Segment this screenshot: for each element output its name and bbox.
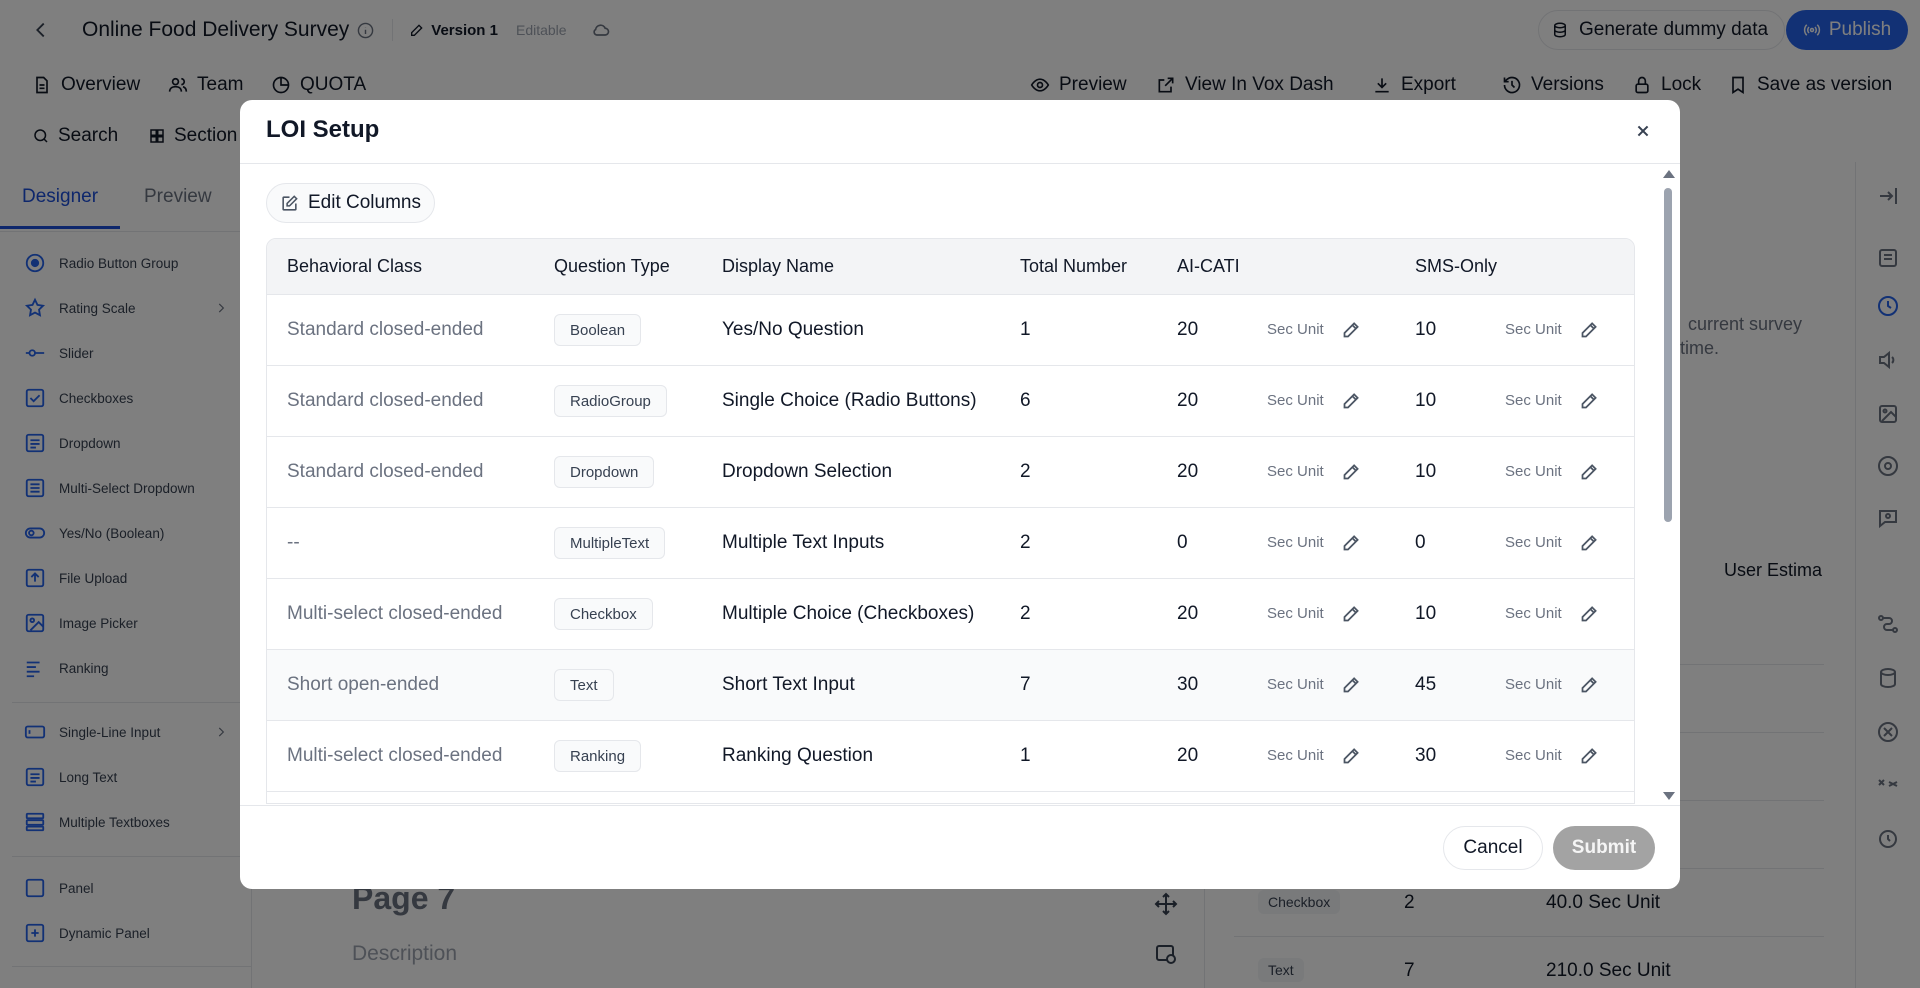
behavioral-class-cell: Standard closed-ended bbox=[287, 461, 484, 482]
sms-only-unit: Sec Unit bbox=[1505, 321, 1562, 338]
edit-columns-label: Edit Columns bbox=[308, 192, 421, 213]
display-name-cell: Ranking Question bbox=[722, 745, 874, 766]
ai-cati-unit: Sec Unit bbox=[1267, 321, 1324, 338]
question-type-badge: Boolean bbox=[554, 314, 642, 346]
edit-ai-cati-icon[interactable] bbox=[1341, 390, 1362, 411]
edit-sms-only-icon[interactable] bbox=[1579, 745, 1600, 766]
ai-cati-unit: Sec Unit bbox=[1267, 747, 1324, 764]
sms-only-value: 0 bbox=[1415, 532, 1426, 553]
column-header-sms-only: SMS-Only bbox=[1415, 256, 1498, 276]
total-number-cell: 1 bbox=[1020, 319, 1031, 340]
display-name-cell: Short Text Input bbox=[722, 674, 855, 695]
dialog-footer: Cancel Submit bbox=[240, 805, 1680, 889]
column-header-question-type: Question Type bbox=[554, 256, 670, 276]
column-header-total-number: Total Number bbox=[1020, 256, 1128, 276]
question-type-badge: Dropdown bbox=[554, 456, 655, 488]
total-number-cell: 2 bbox=[1020, 461, 1031, 482]
loi-table: Behavioral Class Question Type Display N… bbox=[266, 238, 1635, 804]
sms-only-value: 45 bbox=[1415, 674, 1437, 695]
table-row: Standard closed-ended RadioGroup Single … bbox=[267, 366, 1634, 437]
sms-only-value: 10 bbox=[1415, 319, 1437, 340]
edit-sms-only-icon[interactable] bbox=[1579, 674, 1600, 695]
scrollbar-thumb[interactable] bbox=[1664, 188, 1672, 522]
table-header: Behavioral Class Question Type Display N… bbox=[267, 239, 1634, 295]
edit-sms-only-icon[interactable] bbox=[1579, 532, 1600, 553]
ai-cati-unit: Sec Unit bbox=[1267, 392, 1324, 409]
table-row: Multi-select closed-ended Ranking Rankin… bbox=[267, 721, 1634, 792]
behavioral-class-cell: -- bbox=[287, 532, 300, 553]
total-number-cell: 2 bbox=[1020, 532, 1031, 553]
edit-sms-only-icon[interactable] bbox=[1579, 461, 1600, 482]
behavioral-class-cell: Standard closed-ended bbox=[287, 319, 484, 340]
edit-icon bbox=[280, 194, 299, 213]
loi-setup-dialog: LOI Setup Edit Columns Behavioral Class … bbox=[240, 100, 1680, 889]
ai-cati-value: 20 bbox=[1177, 603, 1199, 624]
ai-cati-value: 0 bbox=[1177, 532, 1188, 553]
behavioral-class-cell: Multi-select closed-ended bbox=[287, 745, 503, 766]
question-type-badge: Checkbox bbox=[554, 598, 653, 630]
display-name-cell: Single Choice (Radio Buttons) bbox=[722, 390, 977, 411]
question-type-badge: RadioGroup bbox=[554, 385, 667, 417]
dialog-title: LOI Setup bbox=[266, 116, 380, 143]
ai-cati-unit: Sec Unit bbox=[1267, 463, 1324, 480]
edit-sms-only-icon[interactable] bbox=[1579, 319, 1600, 340]
ai-cati-value: 20 bbox=[1177, 745, 1199, 766]
total-number-cell: 2 bbox=[1020, 603, 1031, 624]
dialog-header: LOI Setup bbox=[240, 100, 1680, 164]
table-row: -- MultipleText Multiple Text Inputs 2 0… bbox=[267, 508, 1634, 579]
edit-ai-cati-icon[interactable] bbox=[1341, 532, 1362, 553]
table-row: Standard closed-ended Boolean Yes/No Que… bbox=[267, 295, 1634, 366]
scroll-up-arrow-icon[interactable] bbox=[1663, 170, 1675, 178]
edit-sms-only-icon[interactable] bbox=[1579, 390, 1600, 411]
close-icon[interactable] bbox=[1632, 120, 1654, 142]
sms-only-value: 10 bbox=[1415, 603, 1437, 624]
ai-cati-unit: Sec Unit bbox=[1267, 534, 1324, 551]
scroll-down-arrow-icon[interactable] bbox=[1663, 792, 1675, 800]
edit-sms-only-icon[interactable] bbox=[1579, 603, 1600, 624]
ai-cati-value: 30 bbox=[1177, 674, 1199, 695]
question-type-badge: MultipleText bbox=[554, 527, 666, 559]
sms-only-unit: Sec Unit bbox=[1505, 463, 1562, 480]
question-type-badge: Text bbox=[554, 669, 614, 701]
edit-ai-cati-icon[interactable] bbox=[1341, 319, 1362, 340]
edit-ai-cati-icon[interactable] bbox=[1341, 745, 1362, 766]
column-header-display-name: Display Name bbox=[722, 256, 835, 276]
sms-only-unit: Sec Unit bbox=[1505, 392, 1562, 409]
sms-only-value: 10 bbox=[1415, 390, 1437, 411]
ai-cati-unit: Sec Unit bbox=[1267, 676, 1324, 693]
behavioral-class-cell: Multi-select closed-ended bbox=[287, 603, 503, 624]
display-name-cell: Dropdown Selection bbox=[722, 461, 893, 482]
display-name-cell: Multiple Choice (Checkboxes) bbox=[722, 603, 975, 624]
ai-cati-value: 20 bbox=[1177, 390, 1199, 411]
submit-button[interactable]: Submit bbox=[1553, 826, 1655, 870]
behavioral-class-cell: Short open-ended bbox=[287, 674, 440, 695]
column-header-behavioral-class: Behavioral Class bbox=[287, 256, 423, 276]
sms-only-value: 10 bbox=[1415, 461, 1437, 482]
sms-only-unit: Sec Unit bbox=[1505, 605, 1562, 622]
sms-only-value: 30 bbox=[1415, 745, 1437, 766]
question-type-badge: Ranking bbox=[554, 740, 642, 772]
behavioral-class-cell: Standard closed-ended bbox=[287, 390, 484, 411]
table-scrollbar[interactable] bbox=[1660, 166, 1675, 806]
ai-cati-value: 20 bbox=[1177, 319, 1199, 340]
ai-cati-value: 20 bbox=[1177, 461, 1199, 482]
column-header-ai-cati: AI-CATI bbox=[1177, 256, 1240, 276]
table-row: Short open-ended Text Short Text Input 7… bbox=[267, 650, 1634, 721]
sms-only-unit: Sec Unit bbox=[1505, 747, 1562, 764]
edit-ai-cati-icon[interactable] bbox=[1341, 461, 1362, 482]
edit-ai-cati-icon[interactable] bbox=[1341, 603, 1362, 624]
edit-columns-button[interactable]: Edit Columns bbox=[266, 183, 435, 223]
table-row: Standard closed-ended Dropdown Dropdown … bbox=[267, 437, 1634, 508]
display-name-cell: Yes/No Question bbox=[722, 319, 864, 340]
sms-only-unit: Sec Unit bbox=[1505, 676, 1562, 693]
ai-cati-unit: Sec Unit bbox=[1267, 605, 1324, 622]
sms-only-unit: Sec Unit bbox=[1505, 534, 1562, 551]
edit-ai-cati-icon[interactable] bbox=[1341, 674, 1362, 695]
total-number-cell: 7 bbox=[1020, 674, 1031, 695]
table-row: Multi-select closed-ended Checkbox Multi… bbox=[267, 579, 1634, 650]
total-number-cell: 6 bbox=[1020, 390, 1031, 411]
total-number-cell: 1 bbox=[1020, 745, 1031, 766]
cancel-button[interactable]: Cancel bbox=[1443, 826, 1543, 870]
display-name-cell: Multiple Text Inputs bbox=[722, 532, 885, 553]
